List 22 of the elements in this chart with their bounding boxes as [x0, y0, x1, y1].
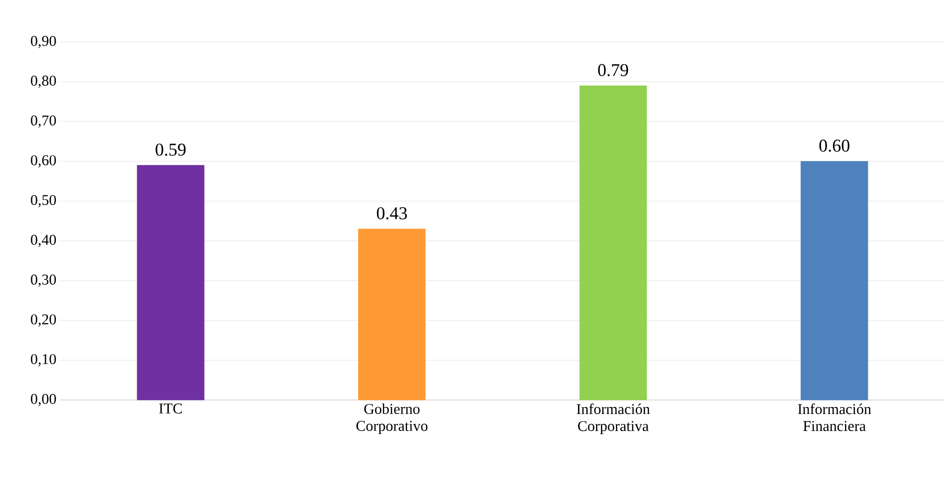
y-tick-label: 0,10	[30, 354, 56, 366]
y-tick-label: 0,80	[30, 76, 56, 88]
y-tick-label: 0,40	[30, 234, 56, 247]
bar	[136, 165, 204, 400]
x-tick-label: Información Corporativa	[576, 404, 650, 434]
data-label: 0.60	[819, 140, 850, 152]
x-tick-label: Gobierno Corporativo	[356, 404, 428, 434]
y-tick-label: 0,70	[30, 115, 56, 128]
y-tick-label: 0,30	[30, 274, 56, 287]
x-tick-label: Información Financiera	[798, 404, 872, 432]
bar	[579, 86, 647, 400]
data-label: 0.43	[376, 207, 407, 220]
data-label: 0.59	[156, 144, 186, 156]
y-tick-label: 0,60	[30, 155, 56, 168]
x-tick-label: ITC	[159, 404, 182, 414]
bar	[800, 161, 868, 400]
y-tick-label: 0,90	[30, 36, 56, 48]
data-label: 0.79	[598, 64, 628, 76]
y-tick-label: 0,20	[30, 314, 56, 327]
y-tick-label: 0,00	[30, 394, 56, 406]
y-tick-label: 0,50	[30, 194, 56, 208]
bar	[358, 228, 426, 400]
